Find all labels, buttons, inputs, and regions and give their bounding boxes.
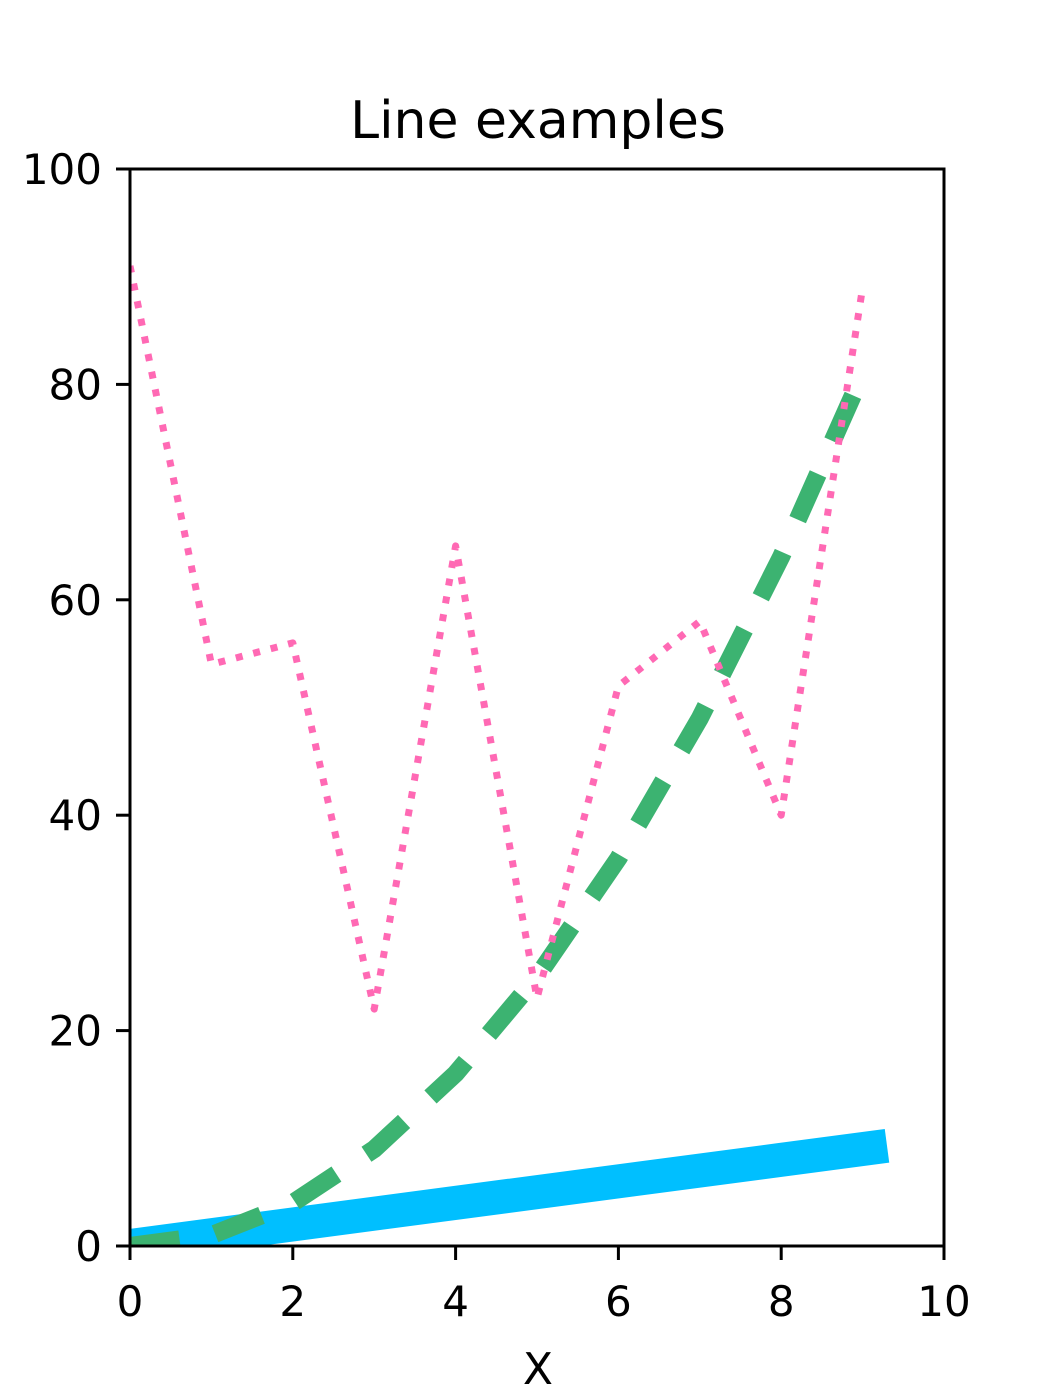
series-line-dotted <box>130 265 867 1013</box>
x-tick-label: 2 <box>279 1277 306 1326</box>
y-tick-label: 100 <box>22 145 102 194</box>
y-tick-label: 0 <box>75 1222 102 1271</box>
x-axis: 0 2 4 6 8 10 <box>117 1246 971 1326</box>
y-tick-label: 60 <box>49 576 102 625</box>
x-tick-label: 0 <box>117 1277 144 1326</box>
x-tick-label: 10 <box>917 1277 970 1326</box>
plot-frame <box>128 167 946 1248</box>
series-line-solid <box>130 1128 890 1246</box>
series-line-dashed <box>130 369 871 1246</box>
x-tick-label: 4 <box>442 1277 469 1326</box>
y-axis: 0 20 40 60 80 100 <box>22 145 130 1271</box>
x-tick-label: 6 <box>605 1277 632 1326</box>
y-tick-label: 40 <box>49 791 102 840</box>
series-layer <box>130 265 890 1246</box>
x-axis-label: X <box>523 1344 553 1395</box>
y-tick-label: 80 <box>49 360 102 409</box>
y-tick-label: 20 <box>49 1007 102 1056</box>
x-tick-label: 8 <box>768 1277 795 1326</box>
chart-title: Line examples <box>350 91 726 151</box>
